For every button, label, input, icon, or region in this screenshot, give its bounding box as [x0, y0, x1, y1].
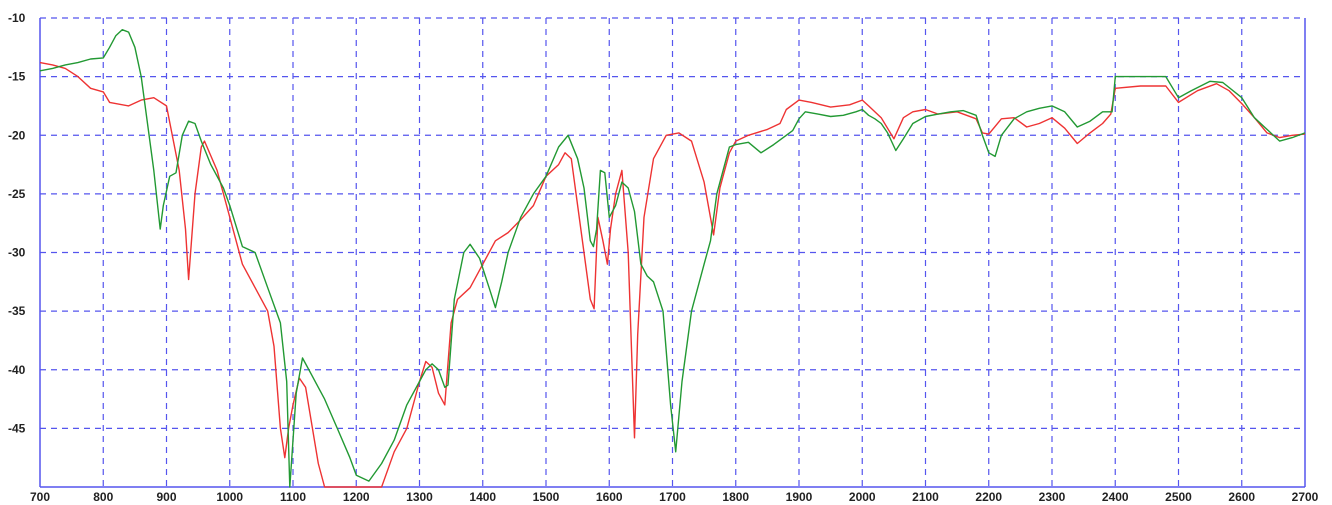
- x-tick-label: 2600: [1228, 490, 1255, 504]
- tick-labels: 700 800 900 1000 1100 1200 1300 1400 1500 1600 170…: [8, 11, 1319, 504]
- series-line-red: [39, 61, 1306, 488]
- series-line-green: [39, 29, 1306, 488]
- series-group: [39, 29, 1306, 488]
- y-tick-label: -35: [8, 304, 26, 318]
- x-tick-label: 1600: [596, 490, 623, 504]
- x-tick-label: 700: [30, 490, 50, 504]
- y-tick-label: -45: [8, 421, 26, 435]
- x-tick-label: 2000: [849, 490, 876, 504]
- y-tick-label: -40: [8, 363, 26, 377]
- x-tick-label: 2100: [912, 490, 939, 504]
- x-tick-label: 2500: [1165, 490, 1192, 504]
- x-tick-label: 1700: [659, 490, 686, 504]
- x-tick-label: 1000: [216, 490, 243, 504]
- y-tick-label: -25: [8, 187, 26, 201]
- grid: [40, 17, 1305, 487]
- y-tick-label: -15: [8, 70, 26, 84]
- x-tick-label: 2400: [1102, 490, 1129, 504]
- x-tick-label: 1900: [786, 490, 813, 504]
- y-tick-label: -20: [8, 128, 26, 142]
- x-tick-label: 1200: [343, 490, 370, 504]
- x-tick-label: 800: [93, 490, 113, 504]
- x-tick-label: 1800: [722, 490, 749, 504]
- axes: [39, 18, 1306, 488]
- y-tick-label: -30: [8, 246, 26, 260]
- x-tick-label: 1100: [280, 490, 306, 504]
- x-tick-label: 2200: [975, 490, 1002, 504]
- x-tick-label: 2300: [1039, 490, 1066, 504]
- y-tick-label: -10: [8, 11, 26, 25]
- x-tick-label: 1300: [406, 490, 433, 504]
- x-tick-label: 1500: [533, 490, 560, 504]
- x-tick-label: 2700: [1292, 490, 1319, 504]
- x-tick-label: 1400: [469, 490, 496, 504]
- x-tick-label: 900: [156, 490, 176, 504]
